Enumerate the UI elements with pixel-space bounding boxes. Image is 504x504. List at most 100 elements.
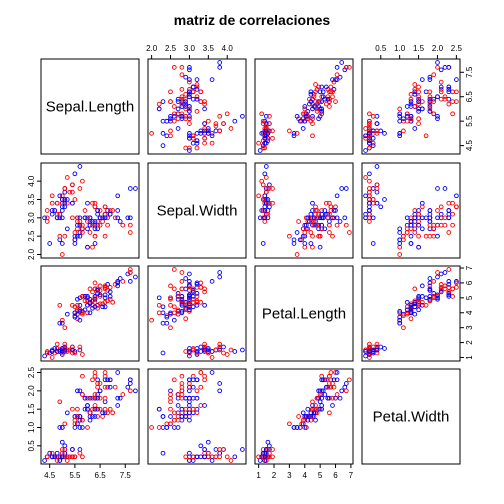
data-point — [52, 208, 58, 213]
data-point — [75, 222, 80, 228]
data-point — [334, 222, 340, 228]
data-point — [183, 316, 189, 322]
data-point — [404, 215, 410, 221]
data-point — [363, 126, 368, 131]
data-point — [431, 295, 437, 301]
data-point — [327, 410, 332, 416]
data-point — [95, 286, 100, 292]
data-point — [367, 344, 372, 350]
data-point — [302, 106, 308, 112]
data-point — [194, 291, 200, 296]
data-point — [102, 285, 108, 290]
data-point — [339, 388, 345, 394]
data-point — [62, 454, 68, 460]
data-point — [102, 370, 108, 375]
data-point — [302, 241, 308, 246]
data-point — [179, 270, 185, 275]
data-point — [431, 233, 437, 239]
data-point — [412, 208, 418, 213]
data-point — [175, 403, 181, 408]
data-point — [168, 295, 173, 301]
panel-frame — [254, 368, 354, 465]
tick-label: 1.0 — [27, 421, 36, 433]
data-point — [70, 215, 75, 221]
data-point — [374, 341, 380, 347]
data-point — [179, 392, 185, 397]
data-point — [80, 294, 85, 299]
data-point — [187, 89, 192, 95]
data-point — [327, 381, 332, 386]
data-point — [187, 283, 192, 289]
data-point — [198, 384, 204, 390]
data-point — [331, 87, 337, 92]
data-point — [302, 425, 308, 430]
data-point — [330, 77, 335, 82]
data-point — [194, 94, 200, 100]
data-point — [42, 215, 47, 221]
data-point — [77, 450, 83, 456]
data-point — [446, 294, 452, 299]
data-point — [310, 244, 315, 250]
data-point — [171, 377, 177, 383]
data-point — [265, 211, 271, 217]
panel-petal-width-vs-petal-length — [254, 368, 354, 465]
data-point — [70, 182, 75, 188]
data-point — [397, 308, 403, 314]
data-point — [334, 215, 340, 221]
data-point — [438, 79, 444, 85]
data-point — [175, 311, 181, 317]
data-point — [90, 377, 95, 383]
data-point — [202, 403, 207, 408]
data-point — [294, 230, 300, 235]
data-point — [416, 211, 421, 217]
data-point — [183, 349, 189, 354]
data-point — [102, 384, 108, 390]
data-point — [179, 373, 185, 379]
data-point — [419, 106, 425, 112]
data-point — [187, 288, 192, 293]
data-point — [127, 215, 133, 221]
data-point — [187, 296, 192, 302]
data-point — [187, 121, 192, 126]
tick-label: 2.0 — [27, 248, 36, 260]
data-point — [187, 403, 192, 408]
data-point — [363, 193, 368, 199]
data-point — [416, 84, 421, 90]
data-point — [52, 346, 58, 351]
data-point — [260, 208, 266, 213]
data-point — [401, 128, 406, 134]
data-point — [408, 113, 414, 119]
data-point — [44, 219, 50, 224]
data-point — [319, 226, 325, 232]
data-point — [187, 279, 192, 284]
data-point — [438, 289, 444, 295]
data-point — [260, 241, 266, 246]
data-point — [97, 395, 103, 401]
data-point — [408, 305, 414, 311]
data-point — [442, 283, 448, 289]
data-point — [82, 215, 88, 221]
data-point — [316, 116, 321, 122]
data-point — [416, 106, 421, 112]
data-point — [310, 133, 315, 139]
data-point — [370, 200, 376, 206]
data-point — [190, 84, 196, 90]
data-point — [87, 215, 93, 221]
data-point — [92, 403, 98, 408]
data-point — [70, 454, 75, 460]
data-point — [175, 99, 181, 104]
data-point — [171, 267, 177, 272]
data-point — [194, 388, 200, 394]
data-point — [179, 279, 185, 284]
data-point — [408, 307, 414, 313]
data-point — [95, 222, 100, 228]
data-point — [179, 111, 185, 117]
data-point — [367, 189, 372, 195]
data-point — [160, 450, 166, 456]
data-point — [438, 211, 444, 217]
data-point — [446, 292, 452, 298]
data-point — [179, 116, 185, 122]
data-point — [367, 355, 372, 360]
data-point — [302, 244, 308, 250]
data-point — [187, 87, 192, 92]
